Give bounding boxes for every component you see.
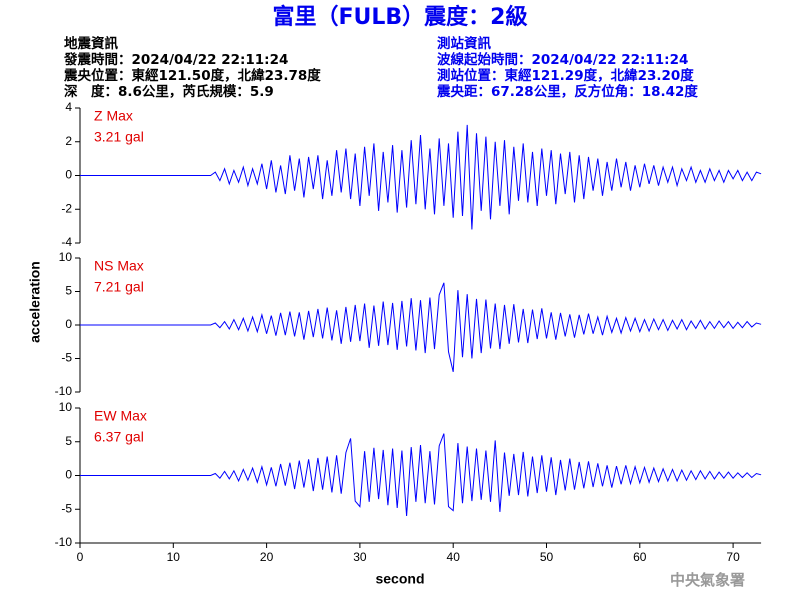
panel-max: 6.37 gal: [94, 429, 144, 445]
y-tick-label: -2: [61, 201, 72, 215]
x-tick-label: 10: [167, 550, 181, 564]
panel-max: 3.21 gal: [94, 129, 144, 145]
y-axis-label: acceleration: [27, 261, 43, 343]
y-tick-label: -4: [61, 235, 72, 249]
right-info: 震央距：67.28公里，反方位角：18.42度: [436, 83, 698, 100]
right-info: 測站位置：東經121.29度，北緯23.20度: [437, 67, 694, 84]
x-tick-label: 60: [633, 550, 647, 564]
y-tick-label: 5: [65, 284, 72, 298]
left-info: 發震時間：2024/04/22 22:11:24: [63, 51, 288, 68]
x-tick-label: 50: [540, 550, 554, 564]
footer: 中央氣象署: [670, 571, 745, 589]
right-info: 波線起始時間：2024/04/22 22:11:24: [437, 51, 688, 68]
title: 富里（FULB）震度：2級: [273, 4, 528, 30]
x-tick-label: 40: [447, 550, 461, 564]
left-info: 深 度：8.6公里，芮氏規模：5.9: [64, 83, 274, 100]
panel-label: EW Max: [94, 408, 147, 424]
y-tick-label: 10: [59, 250, 73, 264]
x-axis-label: second: [375, 571, 424, 587]
panel-max: 7.21 gal: [94, 279, 144, 295]
panel-label: NS Max: [94, 258, 144, 274]
y-tick-label: -10: [55, 384, 73, 398]
y-tick-label: 4: [65, 100, 72, 114]
left-info: 地震資訊: [64, 35, 118, 52]
left-info: 震央位置：東經121.50度，北緯23.78度: [63, 67, 321, 84]
y-tick-label: 10: [59, 400, 73, 414]
y-tick-label: 0: [65, 468, 72, 482]
y-tick-label: 0: [65, 317, 72, 331]
y-tick-label: -10: [55, 535, 73, 549]
panel-label: Z Max: [94, 108, 133, 124]
x-tick-label: 30: [353, 550, 367, 564]
x-tick-label: 0: [77, 550, 84, 564]
waveform: [80, 282, 762, 373]
right-info: 測站資訊: [437, 35, 491, 52]
y-tick-label: 5: [65, 434, 72, 448]
y-tick-label: 2: [65, 134, 72, 148]
x-tick-label: 20: [260, 550, 274, 564]
y-tick-label: -5: [61, 351, 72, 365]
waveform: [80, 433, 762, 517]
y-tick-label: 0: [65, 168, 72, 182]
x-tick-label: 70: [726, 550, 740, 564]
y-tick-label: -5: [61, 501, 72, 515]
waveform: [80, 124, 762, 230]
